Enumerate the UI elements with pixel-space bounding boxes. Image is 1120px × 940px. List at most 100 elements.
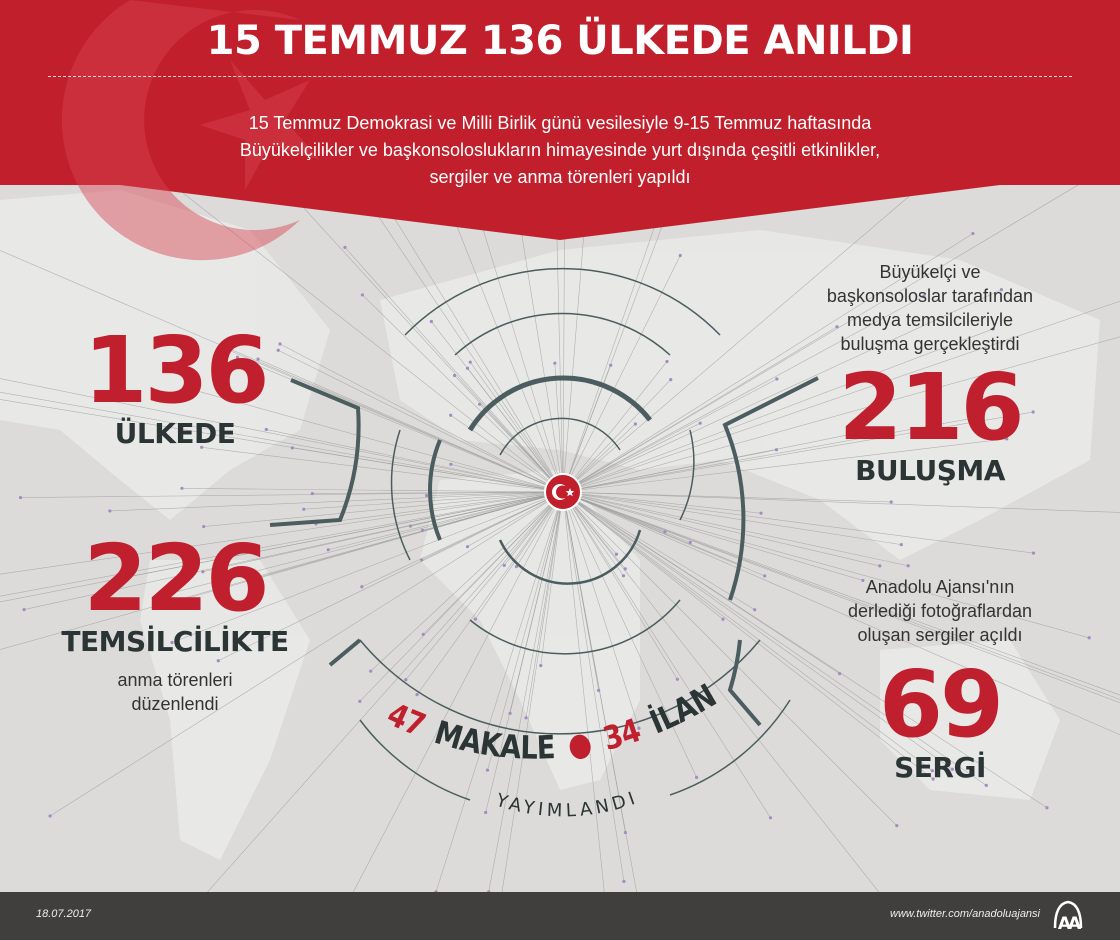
desc-line: düzenlendi bbox=[131, 694, 219, 714]
mission-dot bbox=[678, 253, 682, 258]
mission-dot bbox=[623, 567, 627, 571]
connection-line bbox=[562, 491, 771, 818]
connection-line bbox=[562, 289, 1002, 493]
connection-line bbox=[562, 491, 934, 780]
connection-line bbox=[183, 387, 564, 493]
mission-dot bbox=[22, 607, 26, 612]
countries-label: ÜLKEDE bbox=[114, 417, 236, 450]
mission-dot bbox=[621, 574, 626, 578]
mission-dot bbox=[485, 768, 490, 772]
missions-value: 226 bbox=[83, 525, 269, 632]
mission-dot bbox=[278, 342, 282, 346]
mission-dot bbox=[182, 385, 186, 389]
footer-twitter-link[interactable]: www.twitter.com/anadoluajansi bbox=[890, 908, 1040, 920]
mission-dot bbox=[276, 348, 280, 352]
mission-dot bbox=[614, 552, 619, 556]
mission-dot bbox=[889, 500, 893, 504]
connection-line bbox=[431, 321, 564, 493]
connection-line bbox=[562, 491, 880, 892]
mission-dot bbox=[200, 445, 204, 449]
connection-line bbox=[562, 491, 953, 770]
mission-dot bbox=[991, 327, 995, 331]
mission-dot bbox=[452, 373, 457, 378]
mission-dot bbox=[360, 585, 364, 589]
missions-desc: anma törenleri düzenlendi bbox=[60, 668, 290, 716]
mission-dot bbox=[18, 495, 23, 500]
mission-dot bbox=[972, 416, 976, 420]
mission-dot bbox=[698, 421, 702, 425]
footer-date: 18.07.2017 bbox=[36, 908, 92, 920]
mission-dot bbox=[524, 716, 528, 720]
connection-line bbox=[426, 491, 564, 496]
subtitle-line: sergiler ve anma törenleri yapıldı bbox=[429, 167, 691, 187]
connection-line bbox=[349, 172, 564, 493]
mission-dot bbox=[999, 287, 1004, 292]
mission-dot bbox=[688, 540, 692, 545]
flag-crescent-watermark bbox=[61, 0, 320, 261]
connection-line bbox=[562, 491, 625, 882]
stat-exhibitions: Anadolu Ajansı'nın derlediği fotoğraflar… bbox=[810, 575, 1070, 784]
stat-countries: 136 ÜLKEDE bbox=[80, 325, 270, 451]
desc-line: buluşma gerçekleştirdi bbox=[840, 334, 1020, 354]
mission-dot bbox=[415, 693, 419, 697]
connection-line bbox=[562, 438, 1007, 493]
connection-line bbox=[24, 491, 564, 610]
connection-line bbox=[562, 491, 909, 567]
mission-dot bbox=[343, 245, 347, 249]
connection-line bbox=[525, 491, 564, 718]
connection-line bbox=[562, 491, 1120, 700]
mission-dot bbox=[759, 511, 763, 515]
connection-line bbox=[405, 491, 564, 680]
mission-dot bbox=[478, 402, 482, 406]
connection-line bbox=[562, 491, 765, 577]
connection-line bbox=[562, 491, 1120, 696]
connection-line bbox=[562, 491, 1090, 639]
connection-line bbox=[562, 379, 671, 493]
mission-dot bbox=[694, 775, 699, 779]
mission-dot bbox=[108, 509, 112, 513]
connection-line bbox=[423, 491, 564, 635]
mission-dot bbox=[931, 777, 935, 781]
mission-dot bbox=[665, 359, 669, 364]
connection-line bbox=[562, 411, 1034, 493]
mission-dot bbox=[421, 632, 425, 636]
exhibitions-desc: Anadolu Ajansı'nın derlediği fotoğraflar… bbox=[810, 575, 1070, 647]
mission-dot bbox=[223, 346, 227, 351]
mission-dot bbox=[425, 493, 429, 498]
connection-line bbox=[562, 491, 1120, 704]
mission-dot bbox=[675, 677, 679, 681]
mission-dot bbox=[235, 355, 240, 359]
mission-dot bbox=[763, 574, 767, 578]
connection-line bbox=[488, 491, 564, 892]
connection-line bbox=[362, 294, 564, 493]
exhibitions-value: 69 bbox=[878, 651, 1004, 758]
connection-line bbox=[344, 247, 564, 493]
desc-line: başkonsoloslar tarafından bbox=[826, 286, 1034, 306]
mission-dot bbox=[167, 591, 172, 596]
connection-line bbox=[501, 491, 564, 892]
connection-line bbox=[475, 491, 564, 620]
connection-line bbox=[562, 432, 858, 493]
mission-dot bbox=[484, 810, 488, 815]
svg-text:YAYIMLANDI: YAYIMLANDI bbox=[493, 787, 642, 822]
footer-bar: 18.07.2017 www.twitter.com/anadoluajansi… bbox=[0, 892, 1120, 940]
connection-line bbox=[562, 491, 1120, 513]
mission-dot bbox=[1045, 806, 1049, 810]
mission-dot bbox=[420, 528, 425, 532]
connection-line bbox=[562, 295, 925, 493]
desc-line: derlediği fotoğraflardan bbox=[847, 601, 1033, 621]
connection-line bbox=[562, 361, 668, 493]
mission-dot bbox=[128, 574, 133, 579]
connection-line bbox=[152, 168, 564, 493]
connection-line bbox=[485, 491, 564, 813]
connection-line bbox=[20, 491, 564, 498]
connection-line bbox=[278, 349, 564, 493]
mission-dot bbox=[514, 565, 519, 569]
mission-dot bbox=[669, 377, 673, 382]
mission-dot bbox=[502, 563, 506, 567]
mission-dot bbox=[434, 890, 438, 892]
mission-dot bbox=[899, 543, 903, 547]
mission-dot bbox=[753, 608, 757, 612]
connection-line bbox=[562, 417, 975, 493]
mission-dot bbox=[1031, 410, 1035, 414]
